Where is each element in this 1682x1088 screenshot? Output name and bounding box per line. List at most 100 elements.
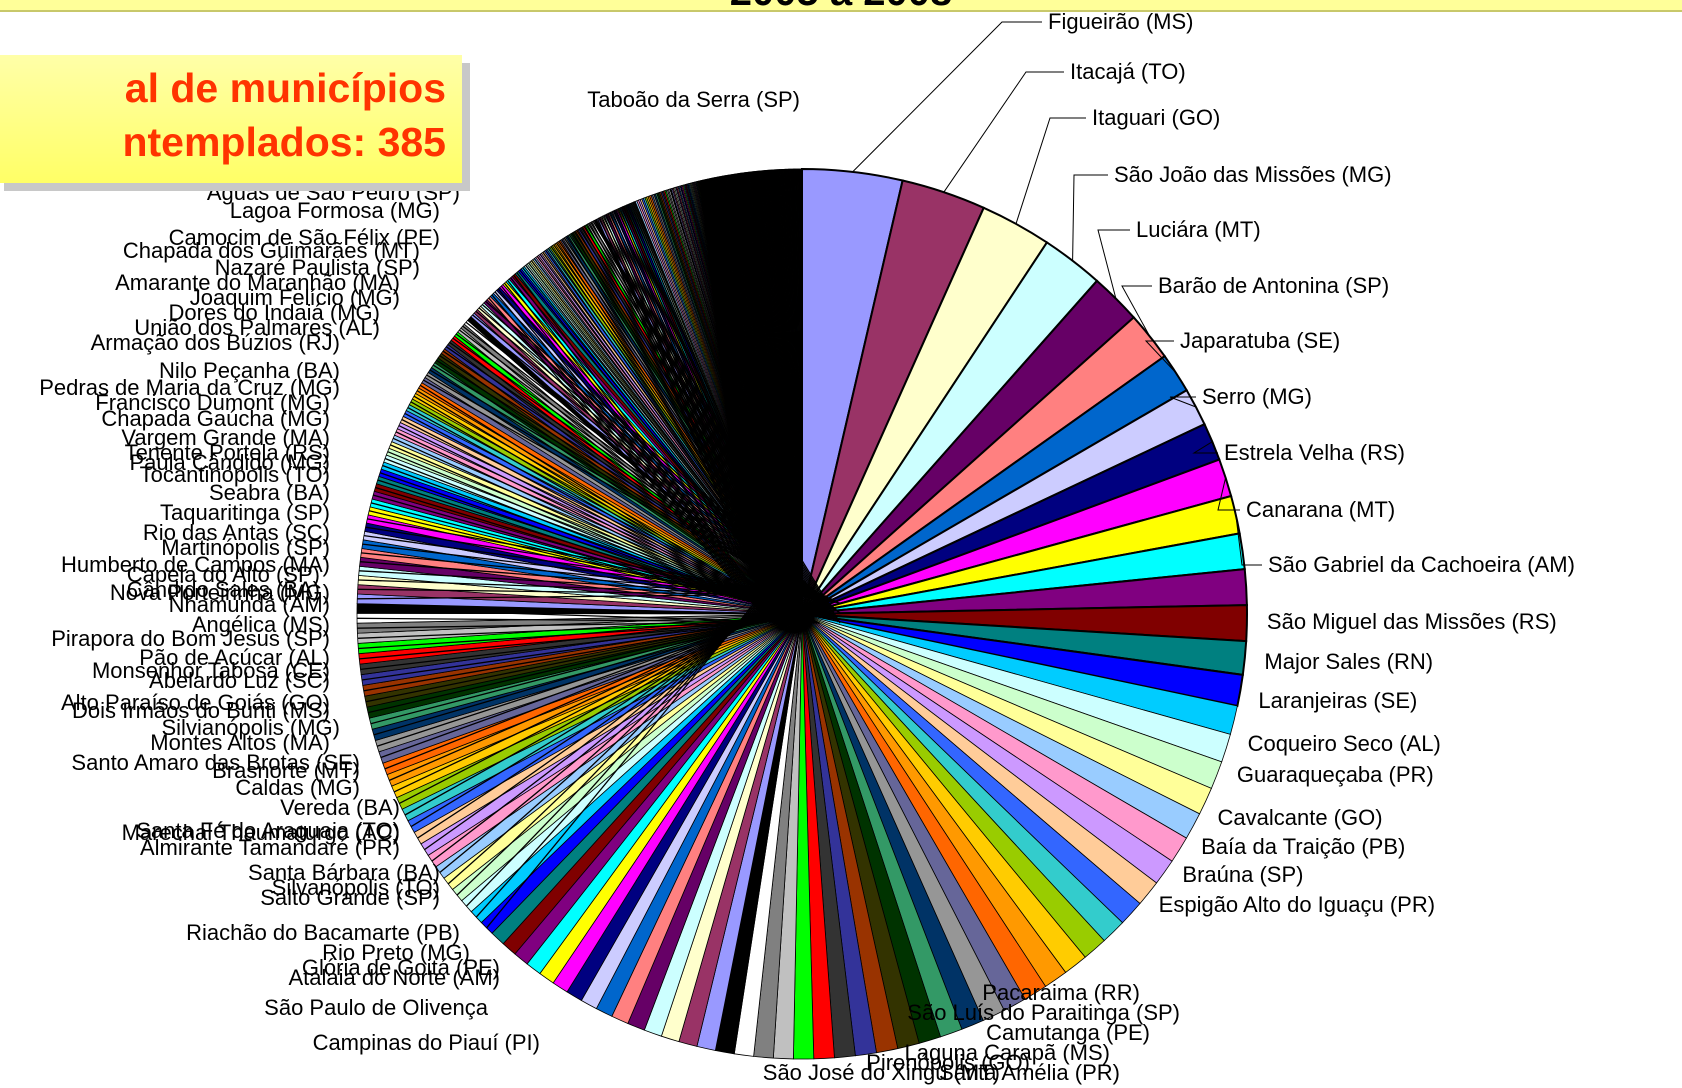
slice-label: Laranjeiras (SE) — [1258, 688, 1417, 713]
leader-line — [356, 607, 821, 624]
slice-label: Japaratuba (SE) — [1180, 328, 1340, 353]
leader-line — [550, 246, 805, 606]
leader-line — [621, 206, 787, 607]
leader-line — [619, 207, 785, 606]
slice-label: Itacajá (TO) — [1070, 59, 1186, 84]
slice-label: Tenente Portela (RS) — [125, 440, 330, 465]
leader-line — [398, 425, 787, 617]
leader-line — [380, 608, 793, 759]
leader-line — [361, 615, 807, 681]
slice-label: Serro (MG) — [1202, 384, 1312, 409]
leader-line — [617, 208, 783, 605]
leader-line — [359, 617, 811, 660]
leader-line — [429, 369, 807, 597]
leader-line — [389, 606, 789, 781]
leader-line — [416, 390, 799, 623]
slice-label: Alto Paraíso de Goiás (GO) — [61, 690, 330, 715]
leader-line — [601, 216, 767, 597]
leader-line — [376, 609, 795, 747]
leader-line — [365, 526, 839, 603]
slice-label: São Luís do Paraitinga (SP) — [907, 1000, 1180, 1025]
leader-line — [503, 282, 773, 620]
leader-line — [363, 534, 837, 602]
slice-label: Santa Amélia (PR) — [939, 1060, 1120, 1085]
slice-label: Barão de Antonina (SP) — [1158, 273, 1389, 298]
slice-label: Vargem Grande (MA) — [121, 425, 330, 450]
leader-line — [413, 395, 797, 622]
slice-label: Chapada dos Guimarães (MT) — [123, 238, 420, 263]
leader-line — [516, 272, 781, 624]
leader-line — [628, 203, 795, 611]
leader-line — [630, 202, 797, 612]
slice-label: Capela do Alto (SP) — [127, 562, 320, 587]
leader-line — [615, 209, 781, 604]
slice-label: São João das Missões (MG) — [1114, 162, 1392, 187]
slice-label: São José do Xingu (MT) — [763, 1060, 1000, 1085]
leader-line — [390, 444, 781, 614]
leader-line — [1121, 285, 1152, 337]
slice-label: Dois Irmãos do Buriti (MS) — [72, 698, 330, 723]
slice-label: Pão de Açúcar (AL) — [139, 645, 330, 670]
slice-label: Camutanga (PE) — [986, 1020, 1150, 1045]
slice-label: Amarante do Maranhão (MA) — [115, 270, 400, 295]
leader-line — [1097, 229, 1130, 299]
slice-label: Espigão Alto do Iguaçu (PR) — [1159, 892, 1435, 917]
leader-line — [358, 618, 813, 650]
leader-line — [363, 614, 805, 692]
slice-label: Nhamundá (AM) — [169, 592, 330, 617]
slice-label: Martinópolis (SP) — [161, 535, 330, 560]
slice-label: Figueirão (MS) — [1048, 9, 1193, 34]
slice-label: Tocantinópolis (TO) — [140, 462, 330, 487]
slice-label: Santa Fé do Araguaia (TO) — [136, 818, 400, 843]
slice-label: Taquaritinga (SP) — [160, 500, 330, 525]
leader-line — [384, 607, 791, 770]
leader-line — [373, 494, 767, 607]
slice-label: Pedras de Maria da Cruz (MG) — [39, 375, 340, 400]
leader-line — [357, 619, 815, 639]
slice-label: Pirapora do Bom Jesus (SP) — [51, 626, 330, 651]
slice-label: Laguna Carapã (MS) — [905, 1040, 1110, 1065]
leader-line — [1217, 477, 1240, 511]
leader-line — [500, 285, 771, 619]
leader-line — [573, 231, 823, 615]
leader-line — [596, 218, 763, 595]
leader-line — [407, 407, 793, 620]
slice-label: Angélica (MS) — [192, 612, 330, 637]
leader-line — [631, 202, 799, 613]
leader-line — [624, 205, 791, 609]
slice-label: Dores do Indaiá (MG) — [168, 300, 380, 325]
leader-line — [488, 297, 763, 615]
slice-label: Chapada Gaúcha (MG) — [101, 406, 330, 431]
pie-slice — [800, 168, 803, 615]
slice-label: Pacaraima (RR) — [982, 980, 1140, 1005]
slice-label: Pirenópolis (GO) — [866, 1050, 1030, 1075]
leader-line — [475, 594, 765, 918]
slice-label: Luciára (MT) — [1136, 217, 1261, 242]
leader-line — [852, 21, 1042, 173]
slice-label: Lagoa Formosa (MG) — [230, 198, 440, 223]
leader-line — [426, 374, 805, 596]
slice-label: Rio das Antas (SC) — [143, 520, 330, 545]
leader-line — [605, 214, 771, 599]
leader-line — [401, 418, 789, 618]
leader-line — [410, 401, 795, 621]
leader-line — [392, 437, 783, 615]
slice-label: Águas de São Pedro (SP) — [207, 180, 460, 205]
leader-line — [357, 620, 817, 629]
leader-line — [1015, 117, 1086, 224]
slice-label: Almirante Tamandaré (PR) — [140, 835, 400, 860]
slice-label: Humberto de Campos (MA) — [61, 552, 330, 577]
slice-label: Santo Amaro das Brotas (SE) — [71, 750, 360, 775]
slice-label: União dos Palmares (AL) — [134, 315, 380, 340]
leader-line — [497, 288, 769, 618]
header-band: 2005 a 2008 — [0, 0, 1682, 12]
slice-label: Joaquim Felício (MG) — [190, 285, 400, 310]
leader-line — [607, 213, 773, 600]
leader-line — [513, 274, 779, 623]
leader-line — [587, 223, 835, 621]
leader-line — [599, 217, 765, 596]
slice-label: Santa Bárbara (BA) — [248, 860, 440, 885]
leader-line — [382, 464, 775, 611]
leader-line — [365, 613, 803, 703]
